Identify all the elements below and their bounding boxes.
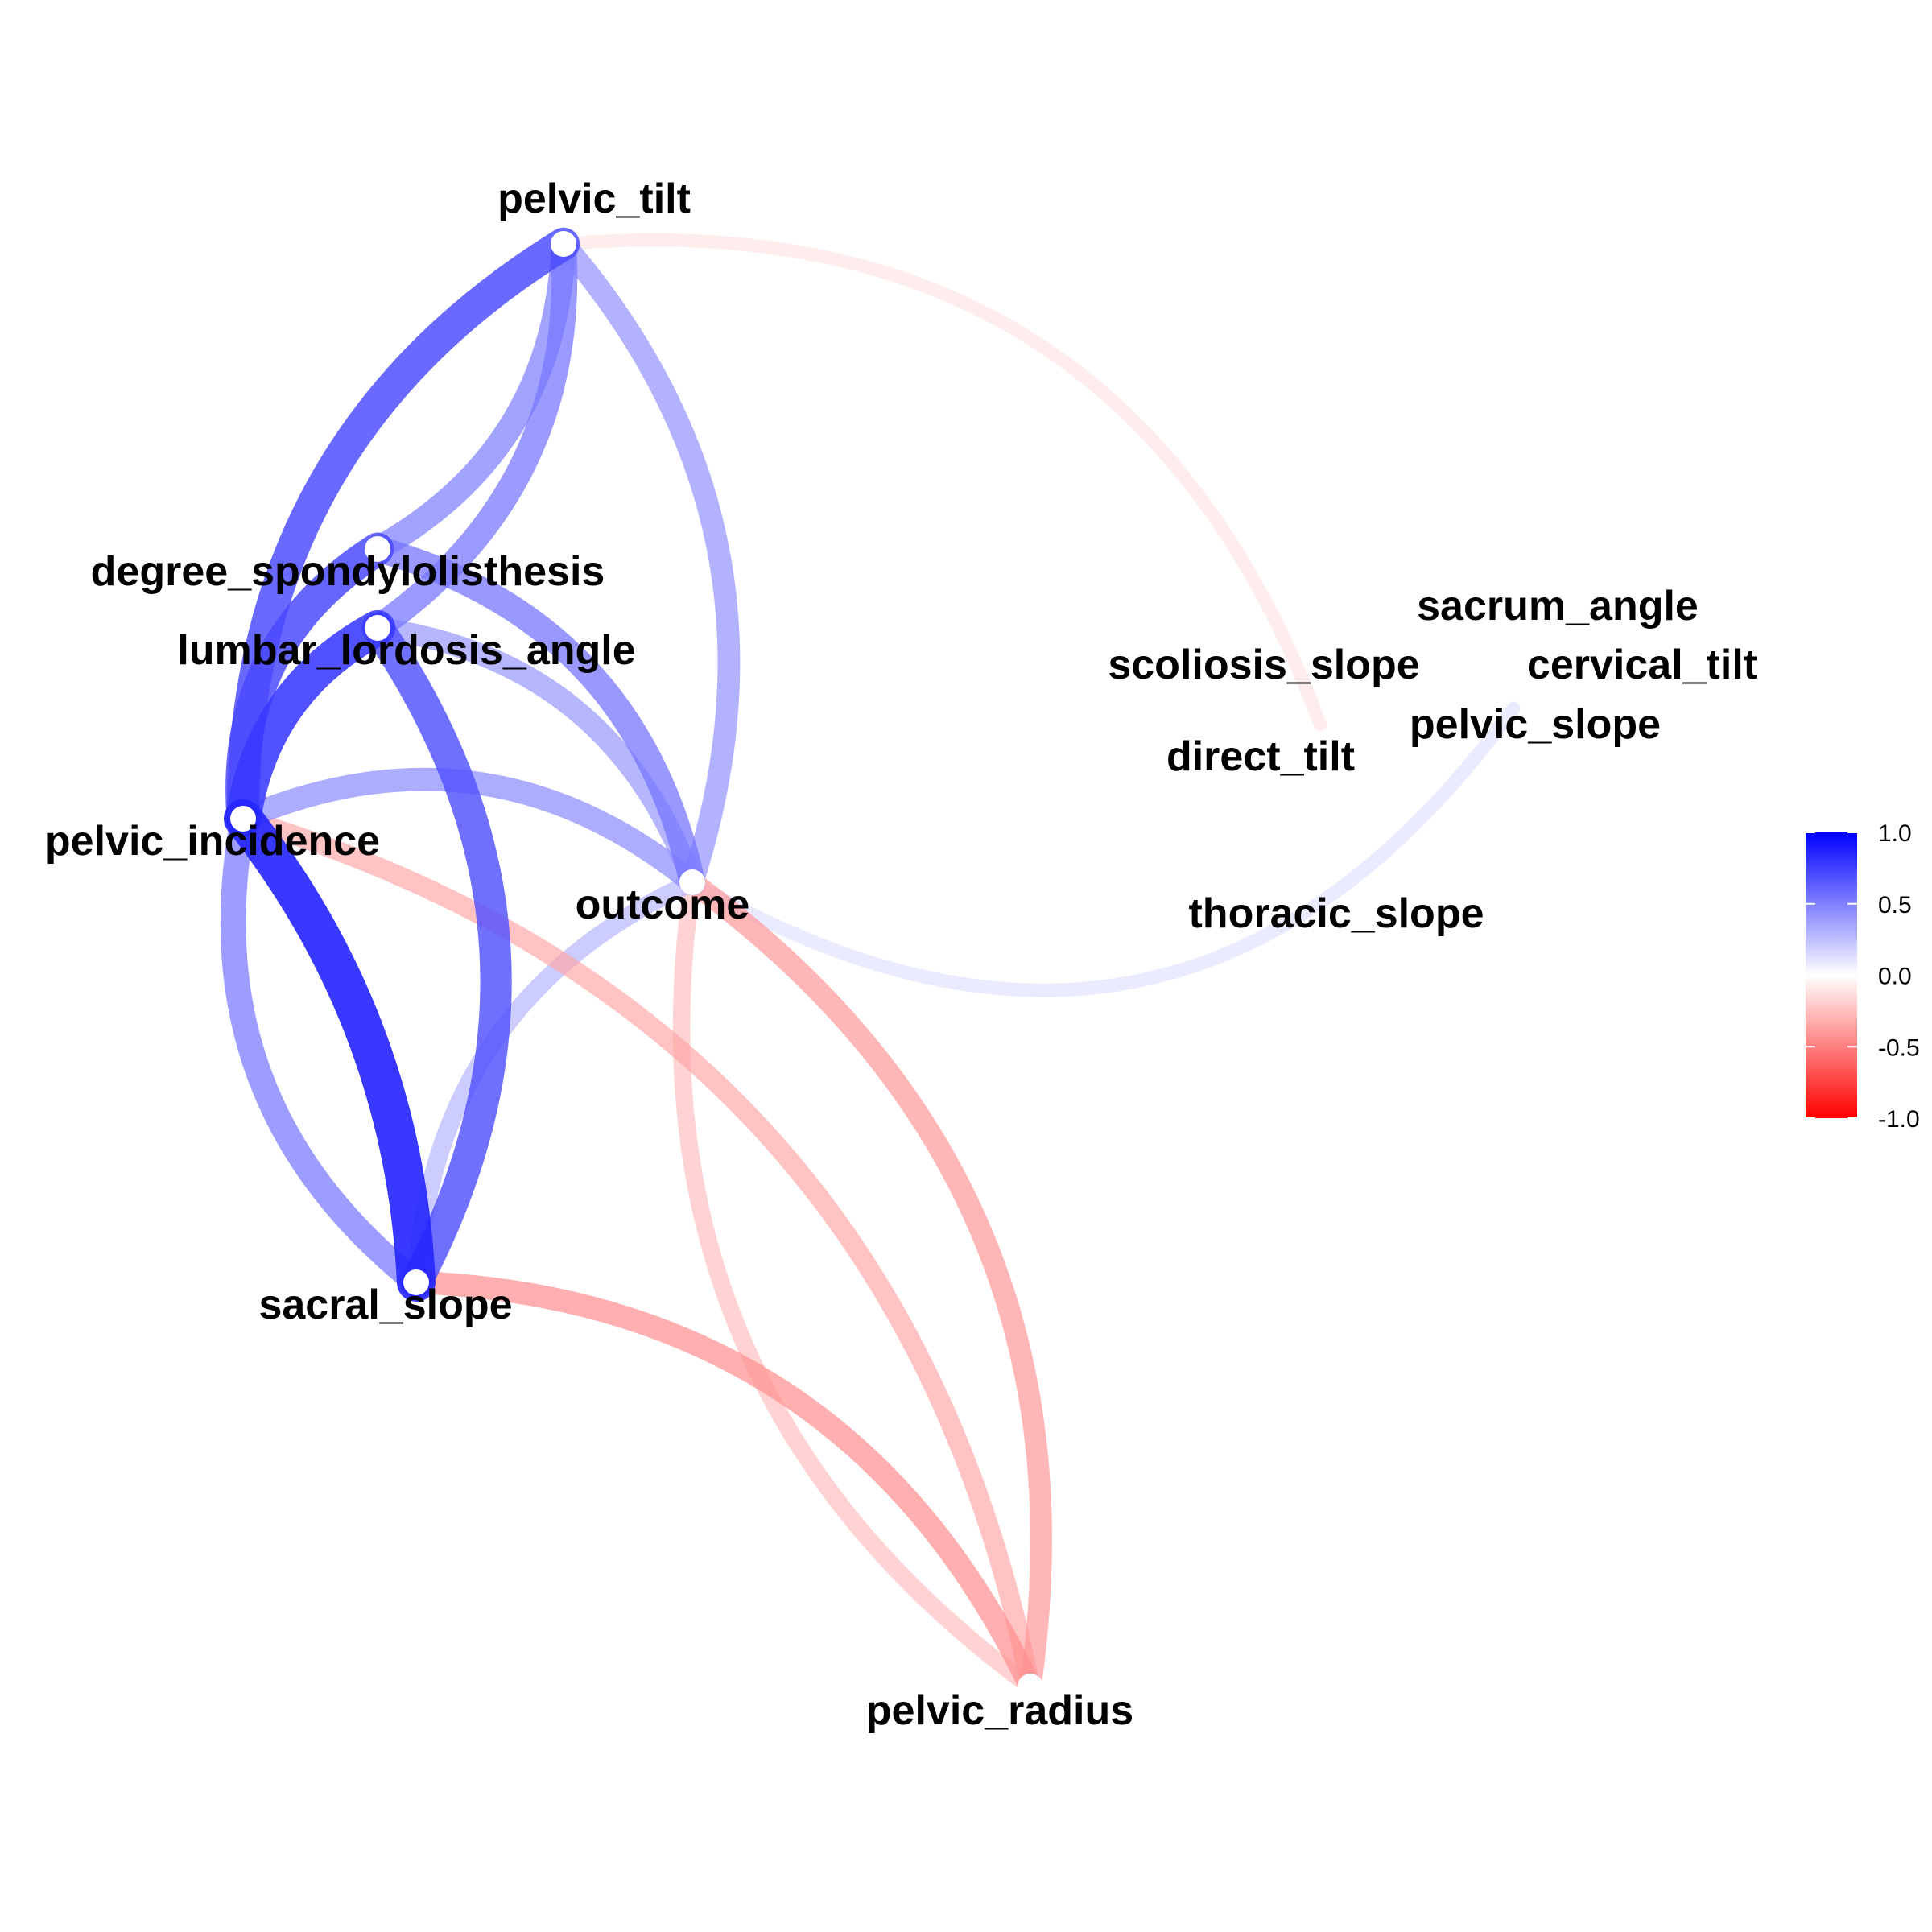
edge-outcome-pelvic_radius	[681, 871, 1052, 1698]
node-label-sacral_slope: sacral_slope	[258, 1282, 512, 1328]
node-pelvic_radius	[1018, 1674, 1043, 1699]
node-label-sacrum_angle: sacrum_angle	[1417, 583, 1699, 630]
colorbar-tick-label: -1.0	[1878, 1106, 1920, 1133]
edge-lumbar_lordosis_angle-sacral_slope	[361, 612, 512, 1298]
node-label-cervical_tilt: cervical_tilt	[1527, 642, 1757, 688]
colorbar-tick-label: -0.5	[1878, 1034, 1920, 1061]
colorbar-ticks: 1.0 0.5 0.0 -0.5 -1.0	[1806, 820, 1920, 1133]
colorbar-legend: 1.0 0.5 0.0 -0.5 -1.0	[1806, 820, 1920, 1133]
node-sacral_slope	[403, 1269, 429, 1295]
node-label-scoliosis_slope: scoliosis_slope	[1108, 642, 1419, 688]
colorbar-tick-label: 1.0	[1878, 820, 1912, 847]
node-degree_spondylolisthesis	[365, 536, 390, 562]
node-label-lumbar_lordosis_angle: lumbar_lordosis_angle	[177, 627, 635, 674]
node-lumbar_lordosis_angle	[365, 615, 390, 641]
edge-degree_spondylolisthesis-outcome	[364, 535, 706, 896]
node-label-thoracic_slope: thoracic_slope	[1188, 890, 1484, 937]
node-label-direct_tilt: direct_tilt	[1166, 733, 1355, 780]
nodes-layer	[230, 231, 1043, 1699]
edge-pelvic_incidence-pelvic_radius	[233, 808, 1041, 1697]
edge-sacral_slope-pelvic_incidence	[220, 806, 429, 1295]
edge-pelvic_incidence-sacral_slope	[223, 799, 436, 1302]
labels-layer: pelvic_incidence pelvic_tilt lumbar_lordos…	[45, 175, 1757, 1734]
node-label-degree_spondylolisthesis: degree_spondylolisthesis	[91, 548, 605, 595]
edge-pelvic_tilt-lumbar_lordosis_angle	[364, 230, 578, 642]
edge-pelvic_tilt-direct_tilt	[556, 233, 1327, 732]
edges-layer	[220, 227, 1521, 1699]
edge-sacral_slope-pelvic_radius	[404, 1270, 1042, 1699]
node-pelvic_incidence	[230, 806, 256, 832]
edge-pelvic_incidence-outcome	[231, 767, 704, 894]
edge-pelvic_incidence-lumbar_lordosis_angle	[225, 609, 396, 837]
node-pelvic_tilt	[551, 231, 576, 257]
edge-pelvic_radius-outcome	[672, 873, 1039, 1695]
node-label-outcome: outcome	[576, 881, 750, 928]
node-label-pelvic_slope: pelvic_slope	[1410, 701, 1661, 748]
edge-outcome-pelvic_slope	[685, 701, 1521, 997]
colorbar-tick-label: 0.5	[1878, 892, 1912, 919]
node-label-pelvic_incidence: pelvic_incidence	[45, 818, 380, 865]
colorbar-tick-label: 0.0	[1878, 964, 1912, 990]
node-label-pelvic_tilt: pelvic_tilt	[497, 175, 691, 222]
node-outcome	[679, 869, 705, 895]
node-label-pelvic_radius: pelvic_radius	[866, 1687, 1133, 1734]
edge-pelvic_tilt-outcome	[552, 233, 741, 894]
